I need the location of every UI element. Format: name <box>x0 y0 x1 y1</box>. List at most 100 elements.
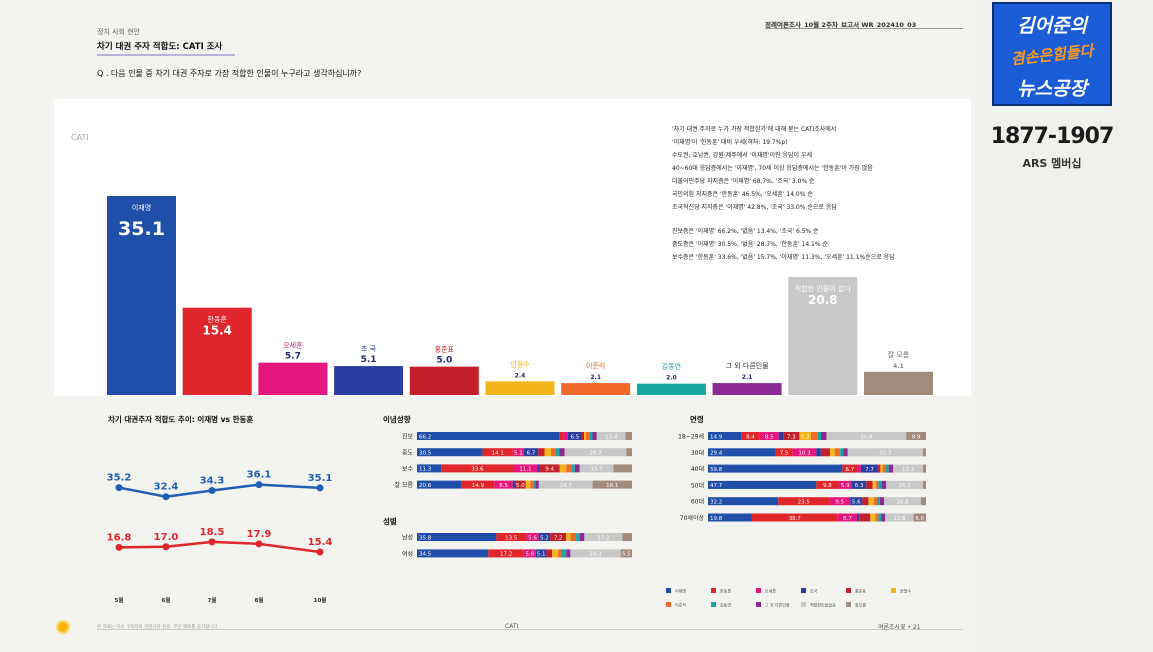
bar-category-label: 김동연 <box>662 363 681 371</box>
stack-segment <box>585 432 590 440</box>
segment-label: 8.9 <box>912 434 921 440</box>
stack-segment <box>626 448 632 457</box>
segment-label: 24.7 <box>560 483 573 489</box>
legend-swatch <box>756 602 761 607</box>
stack-segment <box>555 448 560 457</box>
bar <box>864 371 933 395</box>
stack-segment <box>868 497 874 506</box>
segment-label: 47.7 <box>710 483 723 489</box>
segment-label: 13.3 <box>902 467 915 473</box>
row-label: 보수 <box>402 466 414 473</box>
summary-line: 40~60대 응답층에서는 '이재명', 70세 이상 응답층에서는 '한동훈'… <box>672 165 873 172</box>
stack-segment <box>584 533 623 541</box>
stacked-bar-charts: 진보 66.2 6.5 13.4 중도 30.5 14.1 5.1 6.7 28.7 보수 11.3 3… <box>395 432 926 558</box>
section-category: 정치 사회 현안 <box>97 28 141 36</box>
stack-segment <box>878 464 881 473</box>
segment-label: 5.8 <box>526 552 535 558</box>
legend-label: 김동연 <box>720 602 731 608</box>
report-page: 정치 사회 현안 차기 대권 주자 적합도: CATI 조사 정례여론조사_10… <box>54 21 971 635</box>
legend-label: 오세훈 <box>765 588 776 594</box>
segment-label: 7.5 <box>780 451 789 457</box>
summary-line: '차기 대권 주자로 누가 가장 적합한가'에 대해 묻는 CATI조사에서 <box>672 126 837 133</box>
stack-segment <box>589 432 593 440</box>
stack-segment <box>566 549 571 558</box>
stack-segment <box>552 549 558 558</box>
bar <box>107 196 176 395</box>
stack-segment <box>579 464 614 473</box>
ars-membership-label: ARS 멤버십 <box>1022 157 1082 170</box>
stack-segment <box>563 432 568 440</box>
stack-segment <box>538 448 545 457</box>
row-label: 30대 <box>691 449 704 457</box>
segment-label: 15.7 <box>591 467 604 473</box>
summary-line: '이재명'이 '한동훈' 대비 우세(격차: 19.7%p) <box>672 139 788 146</box>
stack-segment <box>913 513 926 522</box>
summary-line: 중도층은 '이재명' 30.5%, '없음' 28.7%, '한동훈' 14.1… <box>672 241 829 248</box>
stack-segment <box>792 448 817 457</box>
stack-segment <box>888 464 894 473</box>
stack-segment <box>559 432 564 440</box>
bar-category-label: 홍준표 <box>435 345 455 354</box>
x-tick-label: 8월 <box>255 596 264 604</box>
stack-segment <box>873 497 877 506</box>
row-label: 남성 <box>402 534 413 542</box>
segment-label: 6.5 <box>571 434 580 440</box>
bar-category-label: 적합한 인물이 없다 <box>795 284 852 293</box>
legend-label: 이준석 <box>675 602 686 608</box>
segment-label: 32.2 <box>710 500 722 506</box>
bar-value-label: 2.1 <box>742 374 753 381</box>
bar-value-label: 2.0 <box>666 375 677 382</box>
stack-segment <box>559 448 565 457</box>
segment-label: 9.5 <box>835 500 844 506</box>
data-point <box>162 543 170 551</box>
stack-segment <box>441 464 514 473</box>
stack-segment <box>494 480 513 489</box>
stack-segment <box>570 533 577 541</box>
x-tick-label: 5월 <box>115 596 124 604</box>
segment-label: 11.1 <box>519 467 531 473</box>
stack-segment <box>759 432 779 440</box>
row-label: 중도 <box>402 450 414 457</box>
segment-label: 7.7 <box>865 467 874 473</box>
row-label: 여성 <box>402 550 413 558</box>
segment-label: 5.6 <box>852 500 861 506</box>
stack-segment <box>570 549 621 558</box>
segment-label: 28.7 <box>589 451 602 457</box>
stack-segment <box>622 533 632 541</box>
legend-label: 잘모름 <box>855 602 866 608</box>
stack-segment <box>708 448 776 457</box>
segment-label: 8.7 <box>843 516 852 522</box>
stack-segment <box>525 480 531 489</box>
bar-value-label: 5.0 <box>436 356 452 366</box>
stack-segment <box>923 480 926 489</box>
stack-segment <box>557 549 562 558</box>
stack-segment <box>488 549 524 558</box>
x-tick-label: 10월 <box>314 596 327 604</box>
ideology-title: 이념성향 <box>383 415 411 424</box>
segment-label: 5.1 <box>514 451 523 457</box>
row-label: 18~29세 <box>678 433 704 441</box>
stack-segment <box>523 448 539 457</box>
summary-line: 수도권, 호남권, 강원·제주에서 '이재명'이란 응답이 우세 <box>672 152 812 159</box>
stack-segment <box>579 533 585 541</box>
legend-swatch <box>846 602 851 607</box>
legend-swatch <box>801 602 806 607</box>
stack-segment <box>741 432 760 440</box>
segment-label: 6.7 <box>846 467 855 473</box>
segment-label: 17.2 <box>597 535 609 541</box>
stack-segment <box>584 432 586 440</box>
stack-segment <box>539 464 560 473</box>
bar-value-label: 2.4 <box>515 372 526 379</box>
segment-label: 5.6 <box>915 516 924 522</box>
data-label: 32.4 <box>154 482 179 493</box>
data-label: 17.0 <box>154 532 179 543</box>
data-point <box>115 543 123 551</box>
x-tick-label: 6월 <box>162 596 171 604</box>
cati-tag: CATI <box>71 133 89 142</box>
footer-method: CATI <box>505 623 519 630</box>
stack-segment <box>533 480 536 489</box>
stack-segment <box>576 533 580 541</box>
data-point <box>115 484 123 492</box>
stack-segment <box>581 432 585 440</box>
stack-segment <box>881 513 886 522</box>
